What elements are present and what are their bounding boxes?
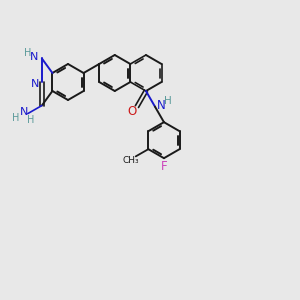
- Text: N: N: [30, 52, 38, 62]
- Text: H: H: [164, 96, 172, 106]
- Text: F: F: [160, 160, 167, 173]
- Text: N: N: [20, 106, 28, 117]
- Text: H: H: [12, 112, 20, 123]
- Text: N: N: [31, 79, 39, 89]
- Text: CH₃: CH₃: [122, 156, 139, 165]
- Text: N: N: [157, 99, 165, 112]
- Text: H: H: [27, 115, 34, 124]
- Text: O: O: [127, 105, 136, 118]
- Text: H: H: [24, 48, 32, 59]
